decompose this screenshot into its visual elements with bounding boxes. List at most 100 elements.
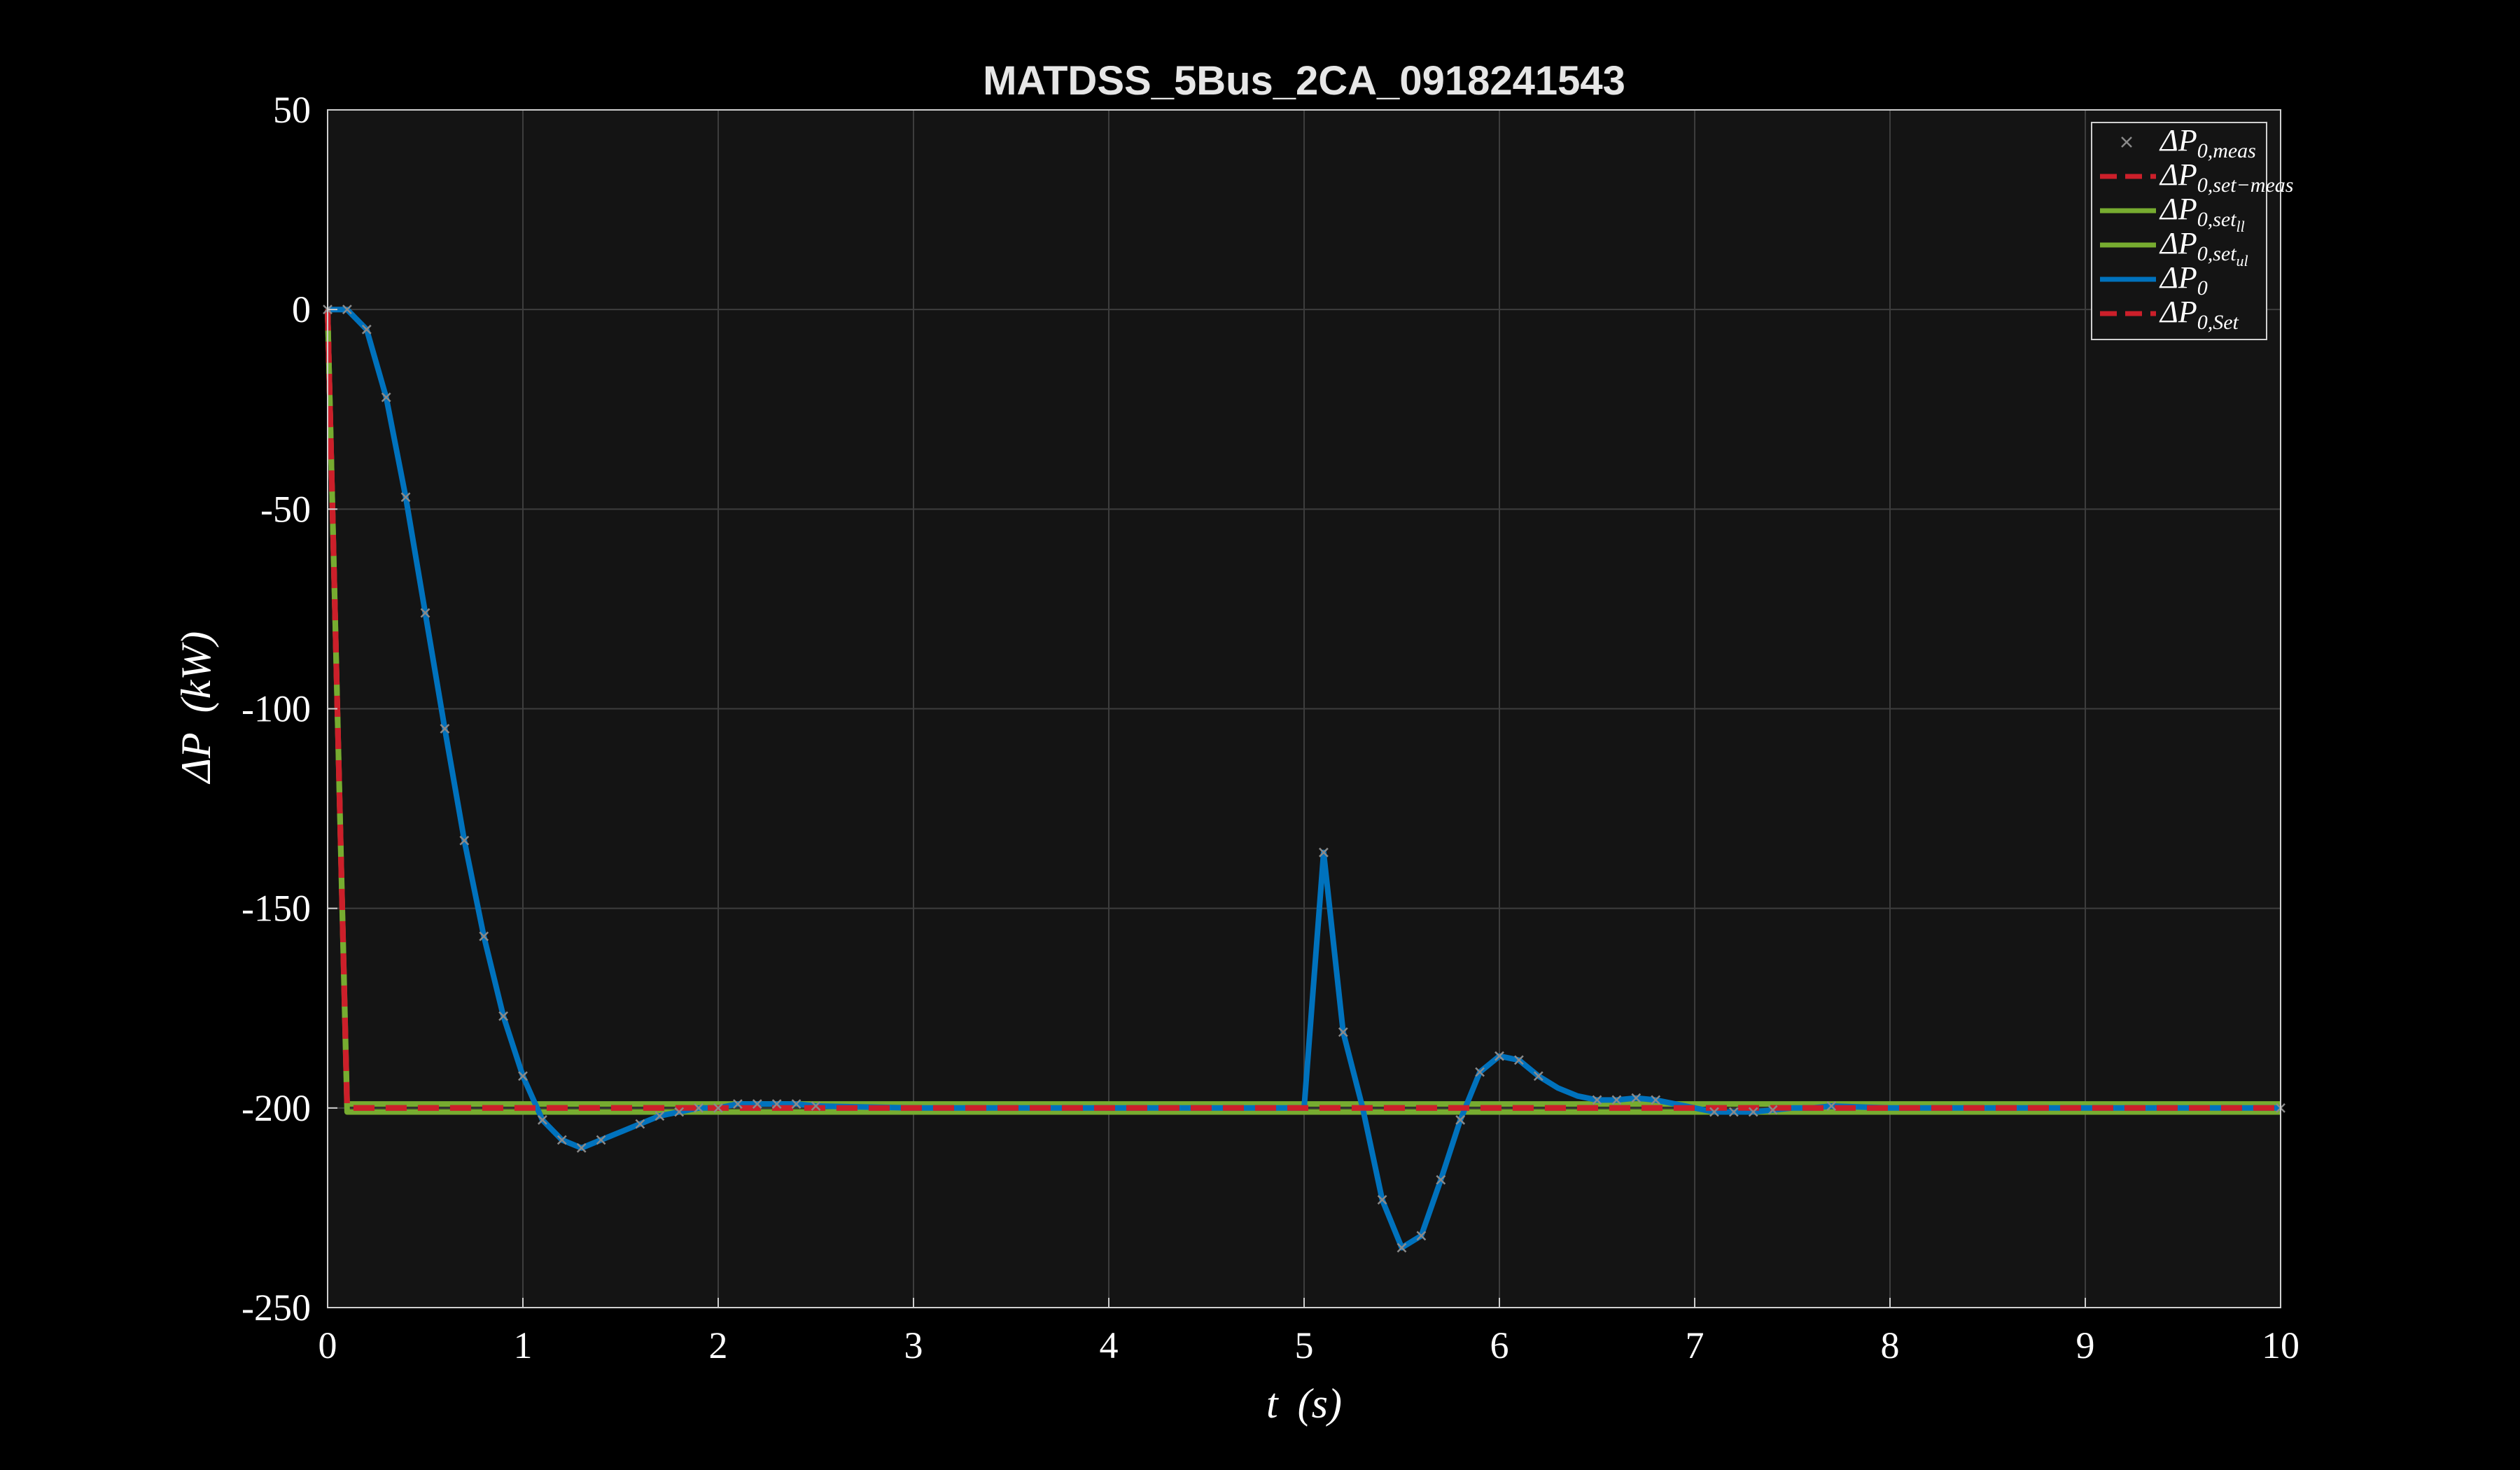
x-tick-label: 8 <box>1881 1324 1900 1366</box>
meas-marker <box>733 1099 743 1110</box>
x-tick-label: 5 <box>1295 1324 1314 1366</box>
chart-title: MATDSS_5Bus_2CA_0918241543 <box>983 58 1625 104</box>
legend-entry: ΔP0,set−meas <box>2100 158 2293 197</box>
legend-label: ΔP0,setul <box>2159 226 2248 270</box>
legend-entry: ΔP0,Set <box>2100 295 2239 334</box>
legend-subscript: 0,set−meas <box>2197 174 2294 197</box>
y-axis-label-main: ΔP <box>173 732 219 784</box>
y-axis-label: ΔP (kW) <box>173 631 219 784</box>
meas-marker <box>674 1107 685 1117</box>
legend-symbol: ΔP <box>2159 192 2197 226</box>
legend-subscript: 0,meas <box>2197 139 2256 162</box>
y-tick-label: 0 <box>292 288 311 330</box>
meas-marker <box>420 608 430 618</box>
legend-subscript: 0,set <box>2197 242 2236 265</box>
y-tick-label: -250 <box>241 1287 311 1329</box>
y-axis-label-unit: (kW) <box>173 631 219 713</box>
legend-subsubscript: ll <box>2236 218 2245 235</box>
legend-subscript: 0 <box>2197 276 2208 300</box>
legend-subsubscript: ul <box>2236 252 2248 270</box>
meas-marker <box>342 304 352 315</box>
meas-marker <box>1651 1095 1661 1105</box>
meas-marker <box>1514 1055 1524 1065</box>
legend-subscript: 0,Set <box>2197 311 2239 334</box>
meas-marker <box>596 1135 606 1145</box>
x-tick-label: 7 <box>1686 1324 1704 1366</box>
x-tick-label: 1 <box>514 1324 533 1366</box>
meas-marker <box>1592 1095 1602 1105</box>
legend-symbol: ΔP <box>2159 260 2197 295</box>
meas-marker <box>518 1071 528 1082</box>
meas-marker <box>479 931 489 941</box>
meas-marker <box>1396 1242 1407 1253</box>
meas-marker <box>635 1119 645 1129</box>
x-tick-label: 6 <box>1490 1324 1509 1366</box>
meas-marker <box>752 1099 762 1110</box>
x-axis-label-main: t <box>1266 1380 1279 1427</box>
legend-subscript: 0,set <box>2197 208 2236 231</box>
meas-marker <box>1436 1175 1446 1185</box>
legend-label: ΔP0 <box>2159 260 2208 300</box>
legend-entry: ΔP0 <box>2100 260 2208 300</box>
legend: ΔP0,measΔP0,set−measΔP0,setllΔP0,setulΔP… <box>2091 122 2293 340</box>
meas-marker <box>440 724 450 734</box>
legend-symbol: ΔP <box>2159 158 2197 192</box>
legend-symbol: ΔP <box>2159 295 2197 329</box>
meas-marker <box>459 835 470 846</box>
legend-entry: ΔP0,meas <box>2121 123 2256 162</box>
x-tick-label: 2 <box>709 1324 728 1366</box>
legend-label: ΔP0,setll <box>2159 192 2245 235</box>
legend-marker <box>2121 136 2132 148</box>
y-tick-label: -200 <box>241 1087 311 1129</box>
series-line-set <box>325 309 2281 1111</box>
meas-marker <box>1826 1101 1837 1111</box>
meas-marker <box>694 1102 704 1113</box>
meas-marker <box>1475 1067 1485 1077</box>
x-axis-label: t (s) <box>1266 1380 1342 1427</box>
x-tick-label: 0 <box>318 1324 337 1366</box>
legend-entry: ΔP0,setul <box>2100 226 2248 270</box>
y-tick-label: 50 <box>273 89 311 131</box>
legend-label: ΔP0,set−meas <box>2159 158 2293 197</box>
meas-marker <box>654 1111 665 1121</box>
legend-symbol: ΔP <box>2159 123 2197 158</box>
legend-box <box>2091 122 2267 340</box>
meas-marker <box>1377 1195 1387 1205</box>
meas-marker <box>791 1099 802 1110</box>
meas-marker <box>771 1099 782 1110</box>
legend-label: ΔP0,meas <box>2159 123 2256 162</box>
meas-marker <box>1728 1107 1739 1117</box>
x-tick-label: 9 <box>2076 1324 2095 1366</box>
legend-entry: ΔP0,setll <box>2100 192 2245 235</box>
x-axis-label-unit: (s) <box>1298 1380 1342 1427</box>
meas-marker <box>1631 1093 1642 1103</box>
meas-marker <box>1748 1107 1758 1117</box>
y-tick-label: -50 <box>260 488 311 530</box>
meas-marker <box>1455 1115 1466 1125</box>
meas-marker <box>538 1115 547 1125</box>
y-tick-label: -150 <box>241 888 311 930</box>
meas-marker <box>1338 1027 1348 1037</box>
meas-marker <box>1709 1107 1719 1117</box>
meas-marker <box>361 324 372 335</box>
meas-marker <box>381 392 391 402</box>
meas-marker <box>1319 847 1329 858</box>
meas-marker <box>1416 1231 1427 1241</box>
meas-marker <box>400 492 411 503</box>
meas-marker <box>556 1135 567 1145</box>
meas-marker <box>1768 1105 1778 1115</box>
x-tick-label: 10 <box>2262 1324 2300 1366</box>
tick-labels: 0 1 2 3 4 5 6 7 8 9 10 50 0 -50 -100 -150 -200 -250 <box>241 89 2300 1366</box>
y-tick-label: -100 <box>241 688 311 730</box>
x-tick-label: 3 <box>904 1324 923 1366</box>
legend-label: ΔP0,Set <box>2159 295 2239 334</box>
meas-marker <box>1494 1051 1504 1061</box>
legend-symbol: ΔP <box>2159 226 2197 260</box>
meas-marker <box>1611 1095 1622 1105</box>
meas-marker <box>713 1102 723 1113</box>
meas-marker <box>811 1101 821 1111</box>
meas-marker <box>498 1011 508 1021</box>
x-tick-label: 4 <box>1100 1324 1119 1366</box>
meas-marker <box>576 1142 587 1153</box>
